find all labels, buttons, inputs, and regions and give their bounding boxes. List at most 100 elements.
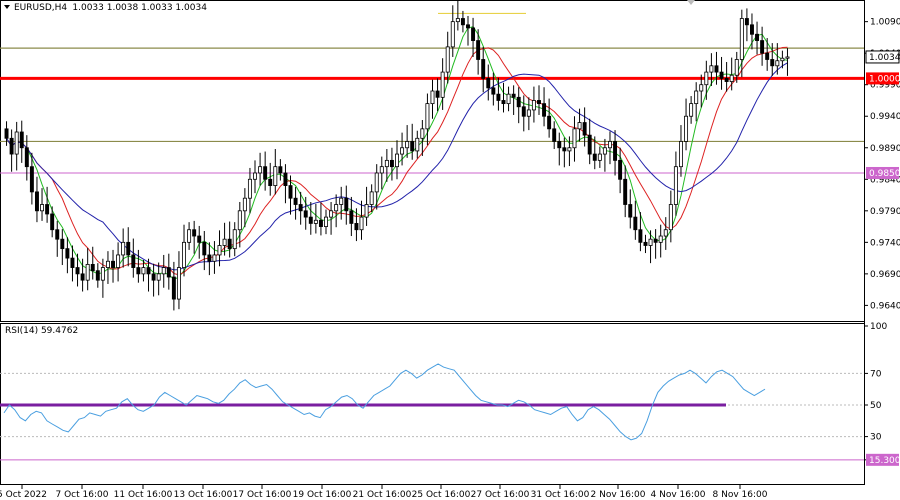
candle-bear (638, 229, 643, 243)
rsi-tick-label: 15.3000 (869, 456, 900, 466)
candle-bear (146, 267, 151, 275)
candle-bear (476, 40, 481, 60)
candle-bull (415, 137, 420, 152)
candle-bear (623, 178, 628, 205)
candle-bull (339, 197, 344, 205)
time-tick-label: 4 Nov 16:00 (651, 490, 706, 500)
price-tick-label: 0.9640 (870, 301, 900, 311)
candle-bull (785, 56, 790, 59)
candle-bull (597, 153, 602, 161)
rsi-tick-label: 100 (870, 322, 887, 332)
candle-bull (679, 141, 683, 168)
candle-bull (364, 204, 369, 218)
candle-bear (70, 257, 75, 268)
candle-bear (166, 267, 171, 278)
candle-bear (75, 267, 80, 275)
candle-bear (592, 153, 597, 161)
time-tick-label: 31 Oct 16:00 (531, 490, 590, 500)
candle-bull (440, 71, 445, 98)
candle-bear (521, 106, 526, 117)
rsi-tick-label: 50 (870, 401, 882, 411)
candle-bear (29, 166, 34, 193)
candle-bull (187, 229, 192, 243)
candle-bear (9, 137, 14, 155)
ohlc-readout: 1.0033 1.0038 1.0033 1.0034 (72, 3, 207, 13)
candle-bear (719, 71, 724, 79)
candle-bull (237, 210, 242, 231)
candle-bear (633, 216, 638, 231)
candle-bear (618, 159, 623, 180)
candle-bull (572, 128, 577, 149)
candle-bull (374, 172, 379, 193)
time-tick-label: 11 Oct 16:00 (114, 490, 173, 500)
candle-bull (577, 122, 582, 130)
candle-bear (755, 33, 760, 41)
candle-bear (34, 191, 39, 212)
rsi-tick-label: 30 (870, 433, 882, 443)
candle-bear (460, 18, 465, 26)
candle-bull (405, 141, 410, 149)
candle-bear (562, 147, 567, 152)
candle-bear (749, 24, 754, 35)
candle-bull (156, 273, 161, 281)
candle-bear (268, 178, 273, 186)
candle-bear (481, 59, 486, 79)
candle-bull (526, 109, 531, 117)
rsi-tag-bg (866, 453, 899, 466)
candle-bull (608, 141, 612, 149)
candle-bear (410, 141, 415, 152)
candle-bear (643, 241, 648, 246)
candle-bear (95, 270, 100, 281)
candle-bear (4, 128, 9, 139)
rsi-header: RSI(14) 59.4762 (5, 326, 78, 336)
candle-bull (217, 245, 222, 256)
price-tag-current: 1.0034 (869, 53, 900, 63)
price-tag-current-bg (865, 50, 900, 64)
price-tag-major-bg (866, 72, 899, 85)
candle-bear (744, 18, 749, 26)
time-tick-label: 17 Oct 16:00 (233, 490, 292, 500)
candle-bear (770, 59, 775, 67)
candle-bull (212, 254, 217, 262)
candle-bear (491, 87, 496, 95)
candle-bear (202, 241, 207, 256)
rsi-levels (0, 372, 864, 461)
scroll-marker-icon[interactable] (687, 0, 695, 5)
price-tick-label: 0.9840 (870, 175, 900, 185)
candle-bear (582, 122, 587, 136)
price-tick-label: 0.9690 (870, 270, 900, 280)
candle-bear (24, 147, 29, 168)
price-tick-label: 0.9790 (870, 207, 900, 217)
candle-bear (55, 229, 60, 240)
candle-bull (253, 172, 257, 180)
candle-bear (714, 65, 719, 73)
time-tick-label: 19 Oct 16:00 (293, 490, 352, 500)
candle-bull (182, 241, 186, 268)
time-tick-label: 25 Oct 16:00 (412, 490, 471, 500)
candle-bear (765, 52, 770, 60)
time-tick-label: 8 Nov 16:00 (713, 490, 768, 500)
candle-bull (334, 204, 339, 212)
rsi-axis: 100 70 50 30 15.3000 (864, 322, 900, 466)
candle-bull (379, 166, 384, 174)
price-axis: 1.00901.00400.99900.99400.98900.98400.97… (864, 18, 900, 311)
candle-bull (85, 264, 90, 281)
rsi-tick-label: 70 (870, 369, 882, 379)
candle-bear (131, 254, 136, 268)
candle-bull (222, 238, 227, 246)
candle-bull (258, 166, 263, 174)
candle-bear (552, 128, 557, 142)
price-tick-label: 1.0090 (870, 18, 900, 28)
symbol-dropdown-icon[interactable] (4, 5, 10, 9)
candle-bull (116, 254, 121, 268)
candle-bull (161, 267, 166, 275)
candle-bull (531, 100, 536, 111)
candle-bear (111, 260, 115, 268)
candle-bear (151, 273, 156, 281)
candle-bull (176, 267, 181, 300)
candle-bull (780, 57, 785, 62)
candle-bear (537, 100, 541, 105)
candle-bull (684, 115, 689, 142)
candle-bear (511, 93, 516, 98)
